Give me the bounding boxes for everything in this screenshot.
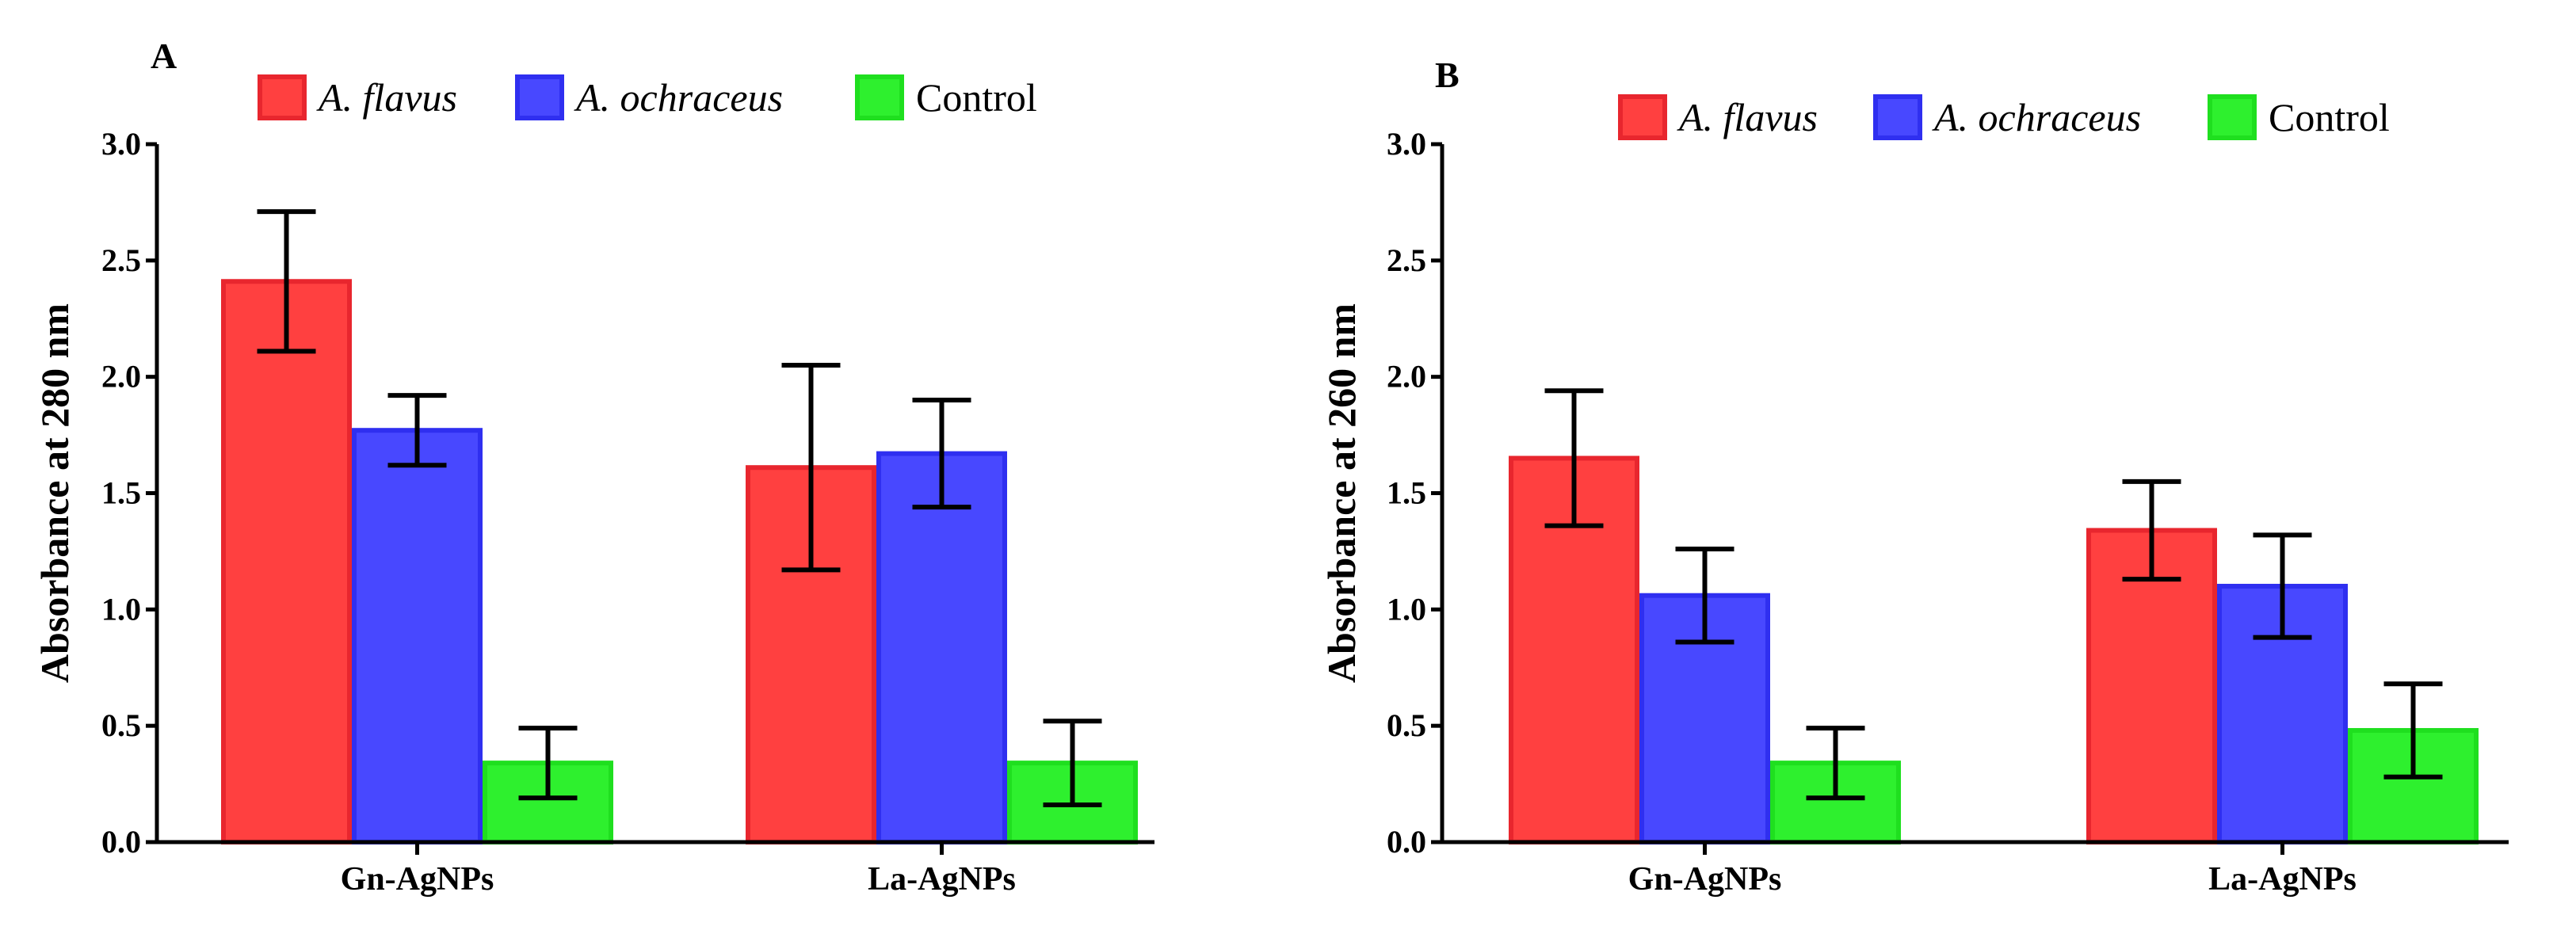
y-tick-label-b-1: 0.5 — [1387, 707, 1426, 743]
y-axis-title-a: Absorbance at 280 nm — [32, 303, 77, 683]
category-label-a-1: La-AgNPs — [868, 861, 1016, 898]
y-tick-label-a-4: 2.0 — [101, 359, 141, 395]
legend-swatch-b-flavus — [1618, 94, 1667, 140]
error-bar-b-control-1 — [2383, 681, 2443, 780]
bar-chart-b: B 0.0 0.5 1.0 1.5 2.0 2.5 3.0 Gn-AgNPs La-AgNPs A… — [1319, 55, 2509, 898]
legend-label-b-control: Control — [2269, 95, 2390, 139]
legend-label-b-ochraceus: A. ochraceus — [1932, 95, 2141, 139]
legend-label-b-flavus: A. flavus — [1677, 95, 1818, 139]
panel-letter-a: A — [151, 36, 177, 76]
legend-label-a-control: Control — [916, 75, 1037, 120]
legend-label-a-ochraceus: A. ochraceus — [574, 75, 783, 120]
bar-a-flavus-0 — [221, 279, 352, 845]
y-tick-label-b-5: 2.5 — [1387, 242, 1426, 278]
error-bar-a-ochraceus-0 — [387, 393, 447, 468]
y-tick-label-b-2: 1.0 — [1387, 591, 1426, 627]
error-bar-a-ochraceus-1 — [912, 398, 971, 510]
legend-swatch-b-control — [2208, 94, 2257, 140]
y-tick-label-a-5: 2.5 — [101, 242, 141, 278]
error-bar-a-flavus-0 — [257, 209, 316, 354]
legend-swatch-a-flavus — [258, 74, 307, 120]
error-bar-b-flavus-0 — [1544, 388, 1604, 528]
y-tick-label-b-6: 3.0 — [1387, 126, 1426, 162]
legend-swatch-a-ochraceus — [515, 74, 564, 120]
error-bar-a-control-1 — [1043, 719, 1102, 808]
legend-swatch-a-control — [855, 74, 904, 120]
y-tick-label-a-6: 3.0 — [101, 126, 141, 162]
y-tick-label-b-0: 0.0 — [1387, 824, 1426, 860]
error-bar-a-flavus-1 — [781, 362, 841, 573]
error-bar-b-control-0 — [1806, 726, 1865, 801]
legend-swatch-b-ochraceus — [1873, 94, 1922, 140]
category-label-b-0: Gn-AgNPs — [1628, 861, 1782, 898]
y-tick-label-a-1: 0.5 — [101, 707, 141, 743]
error-bar-b-ochraceus-1 — [2253, 532, 2312, 640]
category-label-a-0: Gn-AgNPs — [341, 861, 494, 898]
bar-a-ochraceus-0 — [352, 428, 483, 844]
y-tick-label-a-0: 0.0 — [101, 824, 141, 860]
y-tick-label-b-4: 2.0 — [1387, 359, 1426, 395]
error-bar-a-control-0 — [518, 726, 578, 801]
bar-a-ochraceus-1 — [876, 451, 1007, 844]
bar-chart-a: A 0.0 0.5 1.0 1.5 2.0 2.5 3.0 Gn-AgNPs La-AgNPs A… — [32, 36, 1154, 898]
panel-letter-b: B — [1435, 55, 1460, 95]
chart-panel-a: A 0.0 0.5 1.0 1.5 2.0 2.5 3.0 Gn-AgNPs La-AgNPs A… — [32, 36, 1154, 898]
y-axis-title-b: Absorbance at 260 nm — [1319, 303, 1364, 683]
error-bar-b-ochraceus-0 — [1675, 546, 1735, 645]
y-tick-label-a-2: 1.0 — [101, 591, 141, 627]
legend-label-a-flavus: A. flavus — [316, 75, 457, 120]
y-tick-label-b-3: 1.5 — [1387, 475, 1426, 511]
chart-panel-b: B 0.0 0.5 1.0 1.5 2.0 2.5 3.0 Gn-AgNPs La-AgNPs A… — [1288, 0, 2576, 934]
error-bar-b-flavus-1 — [2122, 478, 2181, 582]
category-label-b-1: La-AgNPs — [2208, 861, 2357, 898]
bar-b-ochraceus-0 — [1639, 593, 1770, 844]
y-tick-label-a-3: 1.5 — [101, 475, 141, 511]
